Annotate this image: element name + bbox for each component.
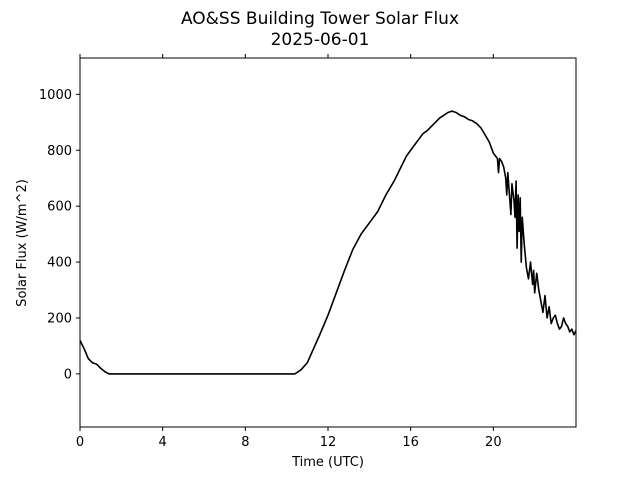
plot-frame — [79, 57, 577, 428]
x-tick-label: 12 — [320, 435, 337, 450]
x-tick-label: 20 — [485, 435, 502, 450]
chart-title: AO&SS Building Tower Solar Flux — [181, 9, 459, 29]
chart-subtitle: 2025-06-01 — [271, 30, 370, 50]
x-axis: 0 4 8 12 16 20 — [76, 54, 502, 450]
x-axis-label: Time (UTC) — [291, 455, 364, 470]
x-tick-label: 0 — [76, 435, 84, 450]
y-axis: 0 200 400 600 800 1000 — [39, 88, 80, 382]
y-tick-label: 200 — [47, 311, 72, 326]
x-tick-label: 4 — [159, 435, 167, 450]
x-tick-label: 8 — [241, 435, 249, 450]
y-tick-label: 400 — [47, 256, 72, 271]
x-tick-label: 16 — [402, 435, 419, 450]
y-tick-label: 800 — [47, 144, 72, 159]
plot-area — [79, 110, 577, 375]
y-tick-label: 0 — [64, 367, 72, 382]
solar-flux-series-line — [79, 110, 577, 375]
y-axis-label: Solar Flux (W/m^2) — [15, 179, 30, 307]
y-tick-label: 600 — [47, 200, 72, 215]
y-tick-label: 1000 — [39, 88, 72, 103]
